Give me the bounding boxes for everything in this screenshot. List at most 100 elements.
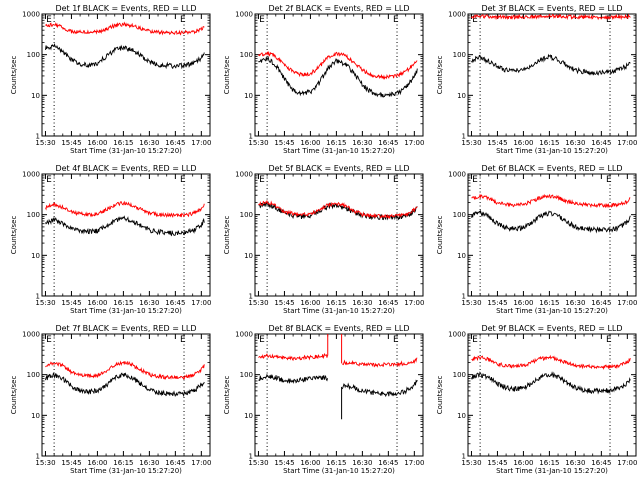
chart-title: Det 1f BLACK = Events, RED = LLD (55, 4, 196, 13)
x-tick-label: 15:30 (461, 139, 481, 147)
event-marker-label: E (259, 335, 265, 345)
x-tick-label: 16:45 (378, 299, 398, 307)
x-tick-label: 16:45 (165, 139, 185, 147)
spike-lld (327, 334, 343, 364)
series-line-events (471, 53, 631, 76)
series-line-events (471, 209, 631, 234)
x-tick-label: 16:00 (300, 459, 320, 467)
x-tick-label: 16:45 (591, 459, 611, 467)
x-tick-label: 15:45 (61, 299, 81, 307)
x-tick-label: 16:00 (300, 139, 320, 147)
chart-panel-6: Det 6f BLACK = Events, RED = LLD 1 10 100 10… (436, 164, 637, 315)
x-tick-label: 16:15 (539, 139, 559, 147)
y-tick-label: 10 (244, 92, 253, 100)
series-line-lld (471, 193, 631, 209)
series-line-lld (258, 50, 418, 80)
plot-frame (467, 13, 637, 137)
plot-frame (41, 173, 211, 297)
y-tick-label: 100 (27, 51, 40, 59)
x-axis-label: Start Time (31-Jan-10 15:27:20) (283, 147, 395, 155)
x-axis-label: Start Time (31-Jan-10 15:27:20) (283, 307, 395, 315)
x-tick-label: 15:45 (274, 139, 294, 147)
y-tick-label: 1 (249, 453, 253, 461)
event-marker-label: E (46, 15, 52, 25)
x-tick-label: 15:30 (248, 139, 268, 147)
series-line-events (258, 373, 418, 398)
x-tick-label: 17:00 (617, 139, 637, 147)
x-tick-label: 16:30 (352, 139, 372, 147)
x-tick-label: 16:00 (300, 299, 320, 307)
event-marker-label: E (393, 335, 399, 345)
y-tick-label: 10 (31, 92, 40, 100)
chart-title: Det 8f BLACK = Events, RED = LLD (268, 324, 409, 333)
y-tick-label: 100 (240, 371, 253, 379)
x-tick-label: 16:15 (113, 459, 133, 467)
y-tick-label: 1000 (22, 171, 40, 179)
x-tick-label: 17:00 (191, 139, 211, 147)
series-line-events (45, 42, 205, 70)
x-tick-label: 16:30 (139, 299, 159, 307)
series-line-lld (471, 14, 631, 21)
x-tick-label: 15:30 (461, 299, 481, 307)
series-line-lld (258, 199, 418, 220)
event-marker-label: E (180, 15, 186, 25)
event-marker-label: E (180, 175, 186, 185)
x-tick-label: 16:45 (378, 139, 398, 147)
chart-panel-7: Det 7f BLACK = Events, RED = LLD 1 10 100 10… (10, 324, 211, 475)
y-tick-label: 1 (36, 453, 40, 461)
event-marker-label: E (393, 175, 399, 185)
y-axis-label: Counts/sec (436, 56, 444, 95)
x-tick-label: 15:30 (35, 459, 55, 467)
series-line-lld (471, 354, 631, 371)
chart-panel-9: Det 9f BLACK = Events, RED = LLD 1 10 100 10… (436, 324, 637, 475)
x-tick-label: 17:00 (404, 299, 424, 307)
y-tick-label: 10 (31, 412, 40, 420)
x-tick-label: 16:30 (352, 459, 372, 467)
x-tick-label: 16:30 (139, 139, 159, 147)
x-tick-label: 15:45 (274, 459, 294, 467)
plot-frame (254, 173, 424, 297)
y-tick-label: 1000 (235, 11, 253, 19)
x-axis-label: Start Time (31-Jan-10 15:27:20) (70, 467, 182, 475)
x-tick-label: 15:45 (274, 299, 294, 307)
x-axis-label: Start Time (31-Jan-10 15:27:20) (283, 467, 395, 475)
y-tick-label: 1000 (235, 171, 253, 179)
event-marker-label: E (472, 335, 478, 345)
event-marker-label: E (46, 335, 52, 345)
x-tick-label: 16:45 (165, 459, 185, 467)
x-tick-label: 16:30 (139, 459, 159, 467)
x-tick-label: 16:15 (113, 139, 133, 147)
y-tick-label: 100 (240, 211, 253, 219)
chart-title: Det 2f BLACK = Events, RED = LLD (268, 4, 409, 13)
x-tick-label: 17:00 (617, 299, 637, 307)
x-axis-label: Start Time (31-Jan-10 15:27:20) (496, 467, 608, 475)
x-tick-label: 16:15 (326, 299, 346, 307)
x-axis-label: Start Time (31-Jan-10 15:27:20) (70, 307, 182, 315)
event-marker-label: E (259, 15, 265, 25)
x-tick-label: 16:00 (87, 139, 107, 147)
x-tick-label: 17:00 (191, 459, 211, 467)
y-axis-label: Counts/sec (10, 216, 18, 255)
x-tick-label: 16:45 (591, 299, 611, 307)
y-tick-label: 10 (457, 252, 466, 260)
event-marker-label: E (606, 335, 612, 345)
y-tick-label: 10 (244, 412, 253, 420)
series-line-events (45, 372, 205, 398)
y-axis-label: Counts/sec (436, 216, 444, 255)
event-marker-label: E (472, 15, 478, 25)
chart-panel-5: Det 5f BLACK = Events, RED = LLD 1 10 100 10… (223, 164, 424, 315)
x-tick-label: 16:30 (565, 139, 585, 147)
x-tick-label: 15:30 (248, 459, 268, 467)
x-tick-label: 17:00 (191, 299, 211, 307)
plot-frame (41, 333, 211, 457)
plot-frame (254, 13, 424, 137)
x-tick-label: 17:00 (617, 459, 637, 467)
x-tick-label: 16:00 (87, 459, 107, 467)
y-tick-label: 100 (240, 51, 253, 59)
event-marker-label: E (259, 175, 265, 185)
y-axis-label: Counts/sec (436, 376, 444, 415)
x-tick-label: 15:45 (61, 459, 81, 467)
y-tick-label: 100 (27, 371, 40, 379)
x-tick-label: 16:45 (591, 139, 611, 147)
